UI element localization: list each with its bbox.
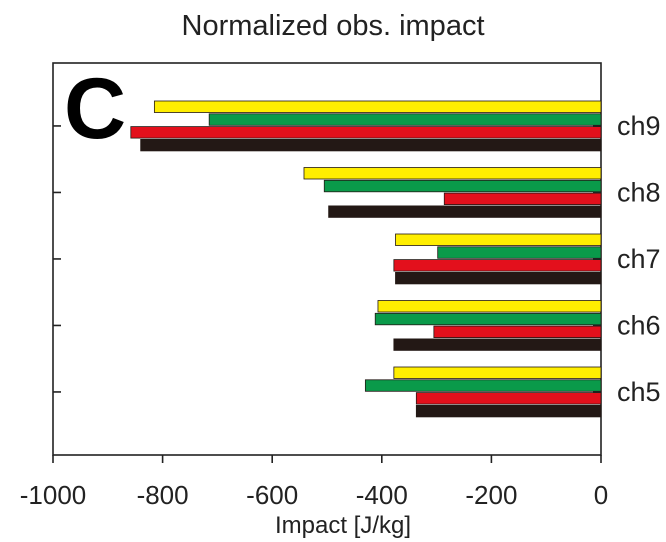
category-label-ch6: ch6: [617, 310, 661, 340]
bar-ch8-series-1: [303, 167, 602, 180]
bars-group: [130, 100, 602, 418]
x-tick-label: -1000: [20, 480, 87, 510]
bar-ch5-series-4: [415, 404, 602, 418]
bar-ch9-series-3: [130, 126, 602, 139]
bar-ch5-series-2: [364, 379, 602, 392]
y-axis: ch9 ch8 ch7 ch6 ch5: [53, 111, 661, 407]
x-axis-title: Impact [J/kg]: [275, 512, 411, 539]
x-axis: -1000 -800 -600 -400 -200 0: [20, 455, 608, 510]
bar-ch5-series-3: [415, 392, 602, 405]
x-tick-label: -400: [356, 480, 408, 510]
chart-title: Normalized obs. impact: [182, 10, 485, 42]
x-tick-label: -800: [137, 480, 189, 510]
x-tick-label: -200: [465, 480, 517, 510]
category-label-ch8: ch8: [617, 177, 661, 207]
bar-ch8-series-4: [328, 205, 602, 218]
bar-ch6-series-4: [393, 338, 602, 351]
bar-ch7-series-3: [393, 259, 602, 272]
category-label-ch9: ch9: [617, 111, 661, 141]
bar-ch6-series-2: [374, 312, 602, 326]
x-tick-label: 0: [594, 480, 608, 510]
bar-ch6-series-3: [433, 325, 602, 339]
bar-ch9-series-4: [140, 138, 602, 152]
bar-ch6-series-1: [377, 300, 602, 313]
x-tick-label: -600: [246, 480, 298, 510]
bar-ch7-series-1: [395, 233, 602, 246]
category-label-ch7: ch7: [617, 244, 661, 274]
panel-label: C: [64, 61, 126, 157]
bar-ch7-series-4: [395, 271, 602, 285]
bar-ch7-series-2: [437, 246, 602, 259]
bar-ch8-series-3: [443, 192, 602, 206]
bar-ch9-series-2: [208, 113, 602, 126]
bar-ch8-series-2: [323, 179, 602, 193]
bar-ch9-series-1: [153, 100, 602, 113]
category-label-ch5: ch5: [617, 377, 661, 407]
bar-ch5-series-1: [393, 366, 602, 379]
